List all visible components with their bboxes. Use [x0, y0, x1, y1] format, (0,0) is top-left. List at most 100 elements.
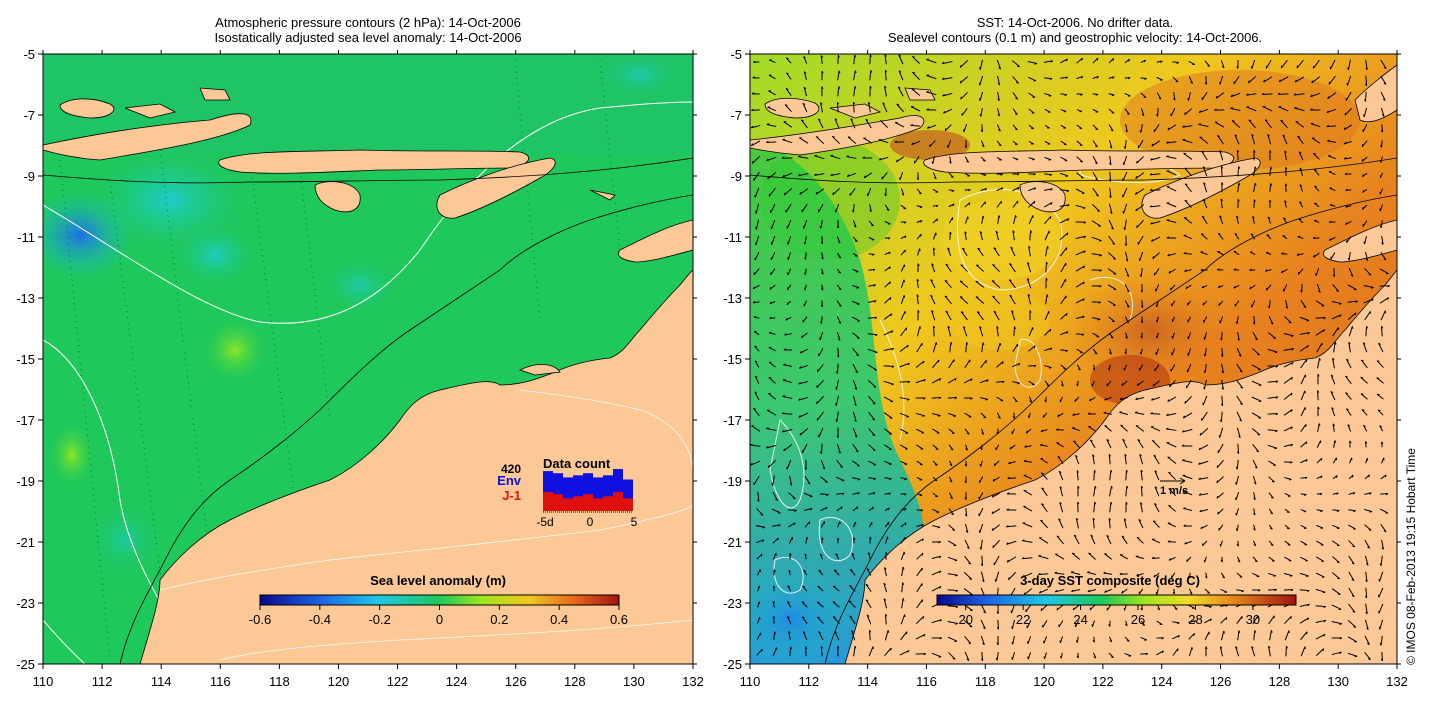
env-count-bar [593, 477, 603, 511]
sla-x-tick-label: 122 [387, 674, 409, 689]
sst-x-tick-label: 132 [1386, 674, 1408, 689]
land-sst [750, 64, 1397, 664]
sst-x-tick-label: 118 [975, 674, 996, 689]
sla-colorbar-tick-label: 0.6 [610, 612, 628, 627]
right-title-line1: SST: 14-Oct-2006. No drifter data. [976, 15, 1174, 30]
left-title: Atmospheric pressure contours (2 hPa): 1… [43, 15, 693, 45]
sla-field [43, 54, 693, 664]
data-count-axis-mid: 0 [587, 515, 594, 529]
sla-y-tick-label: -5 [23, 47, 35, 62]
env-count-bar [583, 473, 593, 511]
sla-y-tick-label: -25 [16, 657, 35, 672]
sla-x-tick-label: 126 [505, 674, 527, 689]
data-count-inset: 420 Env J-1 Data count -5d 0 5 [497, 456, 638, 529]
sla-y-tick-label: -21 [16, 535, 35, 550]
sst-x-tick-label: 116 [916, 674, 937, 689]
sla-x-tick-label: 114 [151, 674, 172, 689]
velocity-scale-label: 1 m/s [1160, 485, 1188, 497]
sst-y-tick-label: -9 [730, 169, 742, 184]
sst-x-tick-label: 110 [740, 674, 761, 689]
env-count-bar [543, 471, 553, 511]
data-count-title: Data count [543, 456, 611, 471]
env-count-bar [623, 479, 633, 511]
env-count-bar [603, 475, 613, 511]
left-title-line2: Isostatically adjusted sea level anomaly… [214, 30, 522, 45]
sla-x-tick-label: 110 [33, 674, 54, 689]
env-count-bar [573, 475, 583, 511]
sla-axes: 110 112 114 116 118 120 122 124 126 128 130 132 -5 -7… [16, 47, 704, 689]
data-count-j1-label: J-1 [502, 488, 521, 503]
sst-colorbar-tick-label: 20 [958, 612, 972, 627]
sst-x-tick-label: 122 [1092, 674, 1114, 689]
sla-x-tick-label: 120 [328, 674, 350, 689]
sla-y-tick-label: -11 [17, 230, 35, 245]
sst-y-tick-label: -5 [730, 47, 742, 62]
sst-y-tick-label: -11 [724, 230, 742, 245]
sla-y-tick-label: -7 [23, 108, 35, 123]
sst-y-tick-label: -17 [723, 413, 742, 428]
sst-colorbar-tick-label: 30 [1246, 612, 1260, 627]
sst-field [750, 54, 1397, 664]
sla-x-tick-label: 112 [92, 674, 113, 689]
sst-colorbar-tick-label: 28 [1188, 612, 1202, 627]
j1-count-bar [593, 498, 603, 511]
j1-count-bar [573, 496, 583, 511]
credit-text: © IMOS 08-Feb-2013 19:15 Hobart Time [1404, 448, 1418, 665]
sla-x-tick-label: 118 [269, 674, 290, 689]
data-count-env-label: Env [497, 473, 522, 488]
sst-x-tick-label: 120 [1033, 674, 1055, 689]
sla-colorbar-tick-label: 0.2 [490, 612, 508, 627]
sst-x-tick-label: 130 [1327, 674, 1349, 689]
velocity-scale-arrow [1160, 477, 1186, 485]
sst-y-tick-label: -25 [723, 657, 742, 672]
sst-x-tick-label: 112 [798, 674, 819, 689]
sst-x-tick-label: 124 [1151, 674, 1173, 689]
sst-x-tick-label: 128 [1269, 674, 1291, 689]
left-title-line1: Atmospheric pressure contours (2 hPa): 1… [215, 15, 521, 30]
env-count-bar [613, 469, 623, 511]
land [43, 54, 693, 664]
sst-colorbar [936, 594, 1297, 606]
sst-y-tick-label: -21 [723, 535, 742, 550]
sla-y-tick-label: -9 [23, 169, 35, 184]
sla-colorbar-tick-label: 0 [436, 612, 443, 627]
sst-colorbar-label: 3-day SST composite (deg C) [1020, 573, 1200, 588]
sla-colorbar-label: Sea level anomaly (m) [370, 573, 506, 588]
j1-count-bar [543, 492, 553, 511]
j1-count-bar [563, 498, 573, 511]
data-count-axis-end: 5 [631, 515, 638, 529]
sla-y-tick-label: -17 [16, 413, 35, 428]
j1-count-bar [553, 494, 563, 511]
env-count-bar [563, 477, 573, 511]
sla-y-tick-label: -15 [16, 352, 35, 367]
sst-y-tick-label: -13 [723, 291, 742, 306]
sst-x-tick-label: 114 [857, 674, 878, 689]
sla-x-tick-label: 128 [564, 674, 586, 689]
sla-colorbar-tick-label: -0.4 [309, 612, 331, 627]
sst-axes: 110 112 114 116 118 120 122 124 126 128 130 132 -5 -7… [723, 47, 1408, 689]
sst-colorbar-tick-label: 22 [1016, 612, 1030, 627]
sla-y-tick-label: -19 [16, 474, 35, 489]
data-count-bars [543, 469, 633, 511]
j1-count-bar [613, 492, 623, 511]
sst-y-tick-label: -19 [723, 474, 742, 489]
sst-y-tick-label: -7 [730, 108, 742, 123]
sla-y-tick-label: -23 [16, 596, 35, 611]
sst-colorbar-ticks: 20 22 24 26 28 30 [958, 605, 1260, 627]
sst-x-tick-label: 126 [1210, 674, 1232, 689]
data-count-axis-start: -5d [536, 515, 553, 529]
j1-count-bar [623, 498, 633, 511]
sla-x-tick-label: 130 [623, 674, 645, 689]
velocity-arrows [750, 54, 1391, 662]
sla-x-tick-label: 116 [210, 674, 231, 689]
sla-colorbar-tick-label: -0.2 [368, 612, 390, 627]
sla-x-tick-label: 124 [446, 674, 468, 689]
sla-colorbar-tick-label: 0.4 [550, 612, 568, 627]
sla-colorbar-ticks: -0.6 -0.4 -0.2 0 0.2 0.4 0.6 [249, 605, 628, 627]
sst-y-tick-label: -15 [723, 352, 742, 367]
sla-colorbar [259, 594, 620, 606]
sla-x-tick-label: 132 [682, 674, 704, 689]
right-title-line2: Sealevel contours (0.1 m) and geostrophi… [887, 30, 1263, 45]
sla-colorbar-tick-label: -0.6 [249, 612, 271, 627]
